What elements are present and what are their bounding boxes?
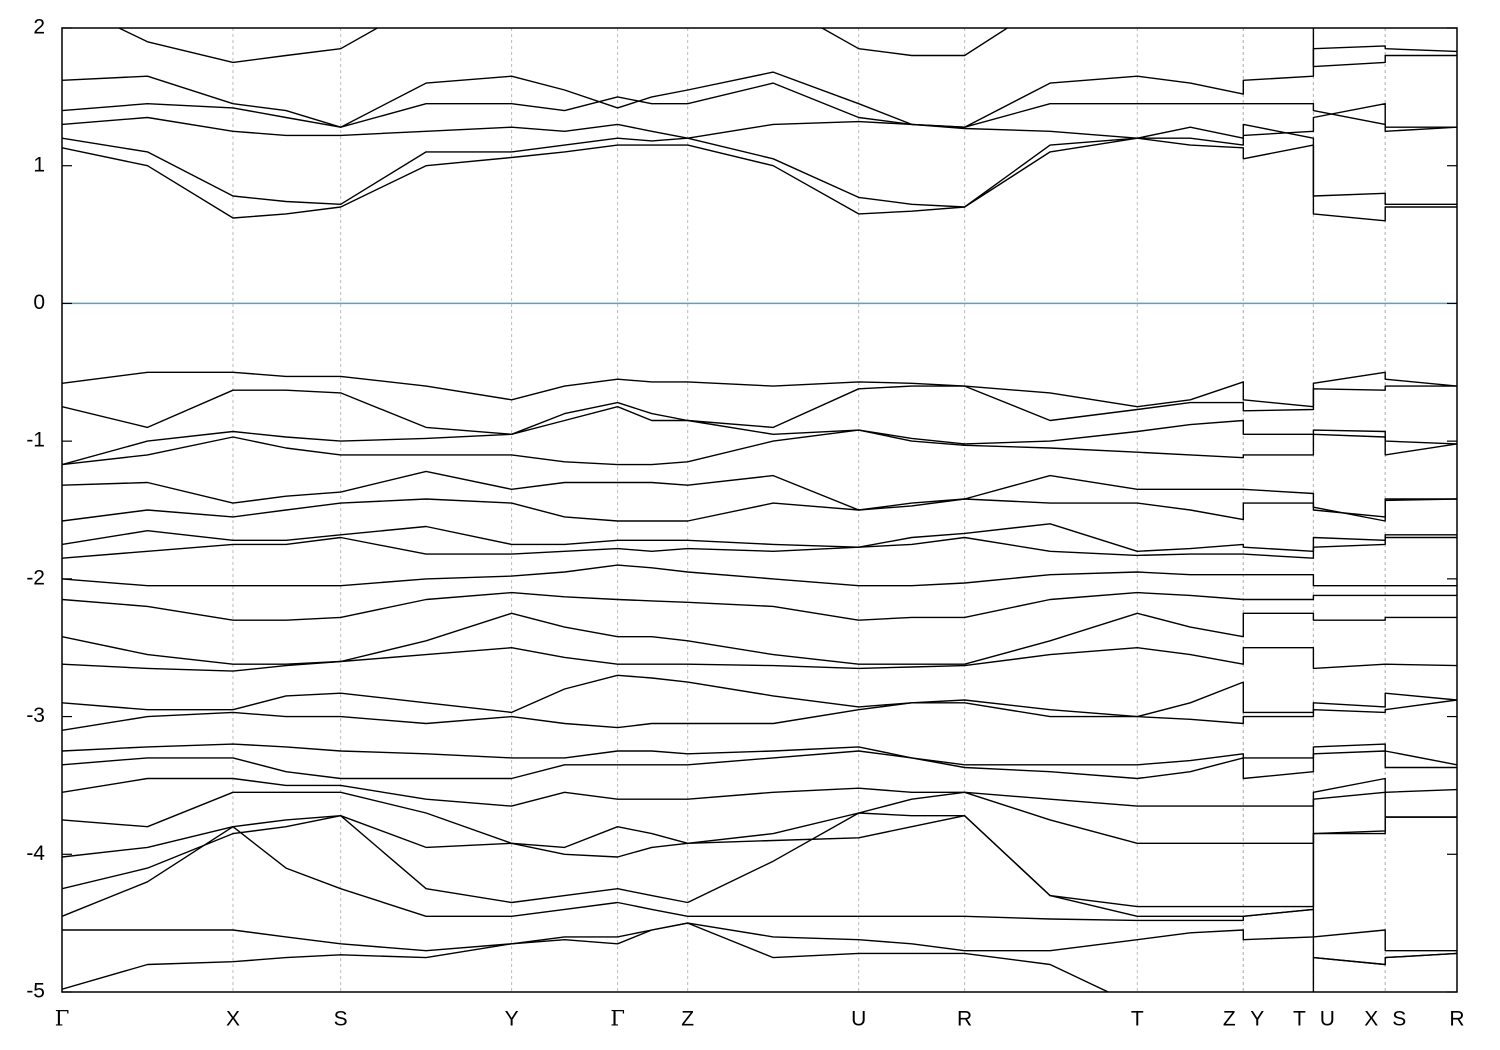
x-tick-label: S bbox=[334, 1008, 348, 1031]
band-line bbox=[117, 28, 1457, 68]
y-tick-label: -3 bbox=[26, 704, 45, 727]
y-tick-label: 0 bbox=[33, 291, 45, 314]
band-line bbox=[62, 429, 1457, 466]
band-line bbox=[62, 102, 1457, 139]
band-line bbox=[62, 406, 1457, 466]
x-tick-label: Z bbox=[681, 1008, 694, 1031]
x-tick-label: U bbox=[1320, 1008, 1335, 1031]
x-tick-label: Y bbox=[1250, 1008, 1264, 1031]
labels-layer: 210-1-2-3-4-5Γ X S Y Γ Z U R T Z Y T U X S R bbox=[26, 16, 1464, 1031]
band-line bbox=[62, 750, 1457, 780]
band-line bbox=[62, 470, 1457, 518]
band-line bbox=[62, 674, 1457, 718]
band-line bbox=[62, 791, 1457, 849]
band-line bbox=[62, 564, 1457, 587]
x-tick-label: R bbox=[1449, 1008, 1464, 1031]
band-line bbox=[62, 922, 1457, 992]
band-line bbox=[62, 612, 1457, 665]
x-tick-label: Z bbox=[1223, 1008, 1236, 1031]
y-tick-label: -2 bbox=[26, 566, 45, 589]
band-line bbox=[62, 647, 1457, 672]
band-line bbox=[62, 123, 1457, 208]
band-line bbox=[62, 922, 1457, 952]
y-tick-label: -5 bbox=[26, 980, 45, 1003]
x-tick-label: X bbox=[226, 1008, 240, 1031]
x-tick-label: T bbox=[1131, 1008, 1144, 1031]
band-line bbox=[62, 82, 1457, 128]
band-line bbox=[62, 743, 1457, 766]
band-line bbox=[62, 826, 1457, 966]
x-tick-label: Γ bbox=[610, 1007, 625, 1031]
band-line bbox=[62, 385, 1457, 435]
band-line bbox=[62, 498, 1457, 522]
y-tick-label: 1 bbox=[33, 153, 45, 176]
y-tick-label: -4 bbox=[26, 842, 45, 865]
y-tick-label: -1 bbox=[26, 429, 45, 452]
band-line bbox=[62, 523, 1457, 552]
x-tick-label: T bbox=[1293, 1008, 1306, 1031]
band-line bbox=[62, 137, 1457, 222]
band-line bbox=[62, 45, 1457, 128]
x-tick-label: Γ bbox=[55, 1007, 70, 1031]
x-tick-label: U bbox=[851, 1008, 866, 1031]
x-tick-label: R bbox=[957, 1008, 972, 1031]
x-tick-label: Y bbox=[505, 1008, 519, 1031]
grid-layer bbox=[61, 28, 1458, 992]
band-line bbox=[62, 815, 1457, 917]
band-line bbox=[62, 536, 1457, 559]
plot-frame bbox=[61, 27, 1458, 993]
bands-layer bbox=[62, 28, 1457, 992]
x-tick-label: S bbox=[1392, 1008, 1406, 1031]
band-line bbox=[62, 591, 1457, 621]
band-line bbox=[62, 699, 1457, 731]
y-tick-label: 2 bbox=[33, 16, 45, 39]
x-tick-label: X bbox=[1364, 1008, 1378, 1031]
band-line bbox=[62, 812, 1457, 908]
